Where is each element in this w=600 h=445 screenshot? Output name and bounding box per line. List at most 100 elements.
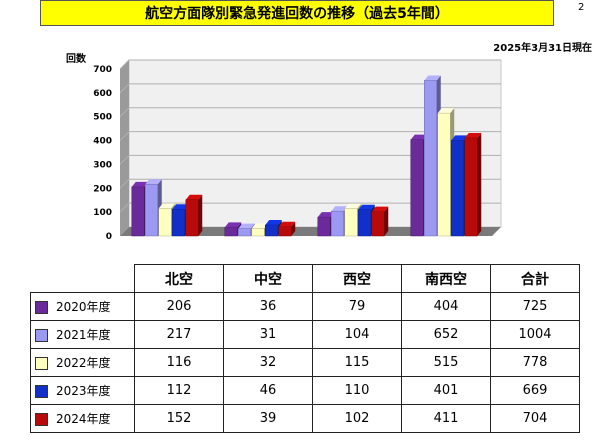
bar-top — [358, 204, 375, 210]
bar — [358, 209, 371, 237]
table-cell: 206 — [134, 292, 224, 321]
plot-left-wall — [120, 60, 129, 236]
bar-side — [477, 132, 482, 236]
page-title: 航空方面隊別緊急発進回数の推移（過去5年間） — [40, 0, 554, 26]
column-header: 中空 — [223, 264, 313, 293]
bar-top — [424, 75, 441, 81]
gridline — [119, 83, 130, 94]
row-header: 2021年度 — [30, 320, 135, 349]
table-cell: 32 — [223, 348, 313, 377]
bar-top — [131, 181, 149, 187]
bar-top — [224, 222, 242, 228]
row-label: 2020年度 — [56, 300, 111, 314]
bar-side — [198, 194, 203, 236]
row-label: 2023年度 — [56, 384, 111, 398]
table-cell: 112 — [134, 376, 224, 405]
table-cell: 36 — [223, 292, 313, 321]
gridline — [119, 59, 130, 70]
bar — [251, 228, 265, 237]
row-label: 2024年度 — [56, 412, 111, 426]
bar-top — [331, 206, 348, 212]
column-header: 西空 — [312, 264, 402, 293]
bar-top — [158, 203, 176, 209]
y-axis-title: 回数 — [66, 54, 86, 65]
bar-side — [291, 221, 296, 236]
bar-top — [317, 212, 335, 218]
table-cell: 401 — [401, 376, 491, 405]
bar — [278, 226, 292, 237]
legend-swatch — [35, 357, 48, 370]
table-cell: 725 — [490, 292, 580, 321]
y-tick-label: 300 — [93, 160, 112, 170]
table-row: 2023年度 112 46 110 401 669 — [30, 376, 580, 405]
bar — [410, 139, 424, 237]
bar-top — [238, 223, 255, 229]
legend-swatch — [35, 329, 48, 342]
table-cell: 217 — [134, 320, 224, 349]
table-cell: 515 — [401, 348, 491, 377]
table-row: 2020年度 206 36 79 404 725 — [30, 292, 580, 321]
bar — [172, 209, 185, 237]
bar-top — [410, 134, 428, 140]
bar-chart: 0 100 200 300 400 500 600 700 — [93, 59, 502, 242]
table-cell: 104 — [312, 320, 402, 349]
plot-floor — [120, 227, 501, 236]
column-header: 南西空 — [401, 264, 491, 293]
bar — [238, 228, 251, 237]
bar-top — [464, 132, 482, 138]
row-header: 2022年度 — [30, 348, 135, 377]
bar-top — [437, 108, 455, 114]
column-header: 北空 — [134, 264, 224, 293]
column-header: 合計 — [490, 264, 580, 293]
bar-top — [371, 206, 389, 212]
bar — [331, 210, 344, 237]
gridline — [119, 178, 130, 189]
bar-top — [185, 194, 203, 200]
table-cell: 669 — [490, 376, 580, 405]
bar — [424, 80, 437, 237]
gridline — [119, 202, 130, 213]
bar — [145, 183, 158, 237]
table-cell: 778 — [490, 348, 580, 377]
bar — [185, 199, 199, 237]
bar — [131, 186, 145, 237]
table-cell: 1004 — [490, 320, 580, 349]
bar — [317, 216, 331, 237]
bar-top — [451, 135, 468, 141]
y-tick-label: 600 — [93, 89, 112, 99]
bar-side — [384, 206, 389, 236]
y-tick-label: 500 — [93, 113, 112, 123]
bar — [464, 137, 478, 237]
bar — [437, 112, 451, 237]
table-cell: 31 — [223, 320, 313, 349]
table-row: 2024年度 152 39 102 411 704 — [30, 404, 580, 433]
row-header: 2020年度 — [30, 292, 135, 321]
row-label: 2022年度 — [56, 356, 111, 370]
bar — [371, 211, 385, 237]
row-header: 2023年度 — [30, 376, 135, 405]
table-row: 2022年度 116 32 115 515 778 — [30, 348, 580, 377]
legend-swatch — [35, 413, 48, 426]
row-label: 2021年度 — [56, 328, 111, 342]
y-tick-label: 200 — [93, 184, 112, 194]
table-corner — [31, 265, 135, 293]
table-cell: 116 — [134, 348, 224, 377]
bar — [158, 208, 172, 237]
row-header: 2024年度 — [30, 404, 135, 433]
legend-swatch — [35, 301, 48, 314]
table-cell: 46 — [223, 376, 313, 405]
page-number: 2 — [578, 2, 585, 13]
bar-top — [344, 203, 362, 209]
table-cell: 152 — [134, 404, 224, 433]
table-cell: 704 — [490, 404, 580, 433]
y-tick-label: 100 — [93, 208, 112, 218]
table-cell: 652 — [401, 320, 491, 349]
gridline — [119, 131, 130, 141]
bar — [224, 227, 238, 237]
bar — [265, 224, 278, 237]
table-cell: 115 — [312, 348, 402, 377]
gridline — [119, 155, 130, 165]
table-cell: 102 — [312, 404, 402, 433]
table-cell: 110 — [312, 376, 402, 405]
bar — [344, 208, 358, 237]
